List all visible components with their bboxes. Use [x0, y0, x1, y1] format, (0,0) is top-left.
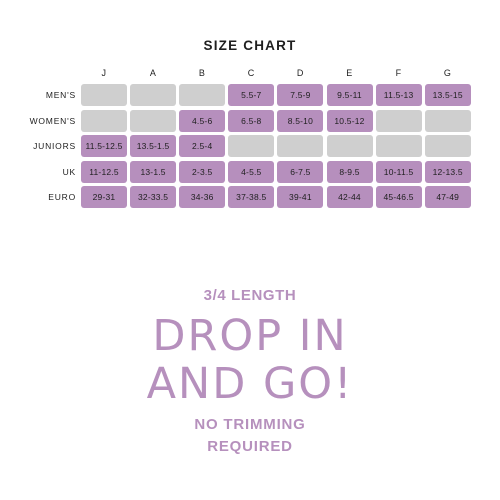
- empty-size-cell: [130, 109, 177, 132]
- size-cell: 8-9.5: [326, 160, 373, 183]
- size-cell: 45-46.5: [375, 186, 422, 208]
- size-row: JUNIORS 11.5-12.5 13.5-1.5 2.5-4: [0, 135, 500, 157]
- size-cell: 13-1.5: [130, 160, 177, 183]
- column-header: J: [101, 68, 107, 78]
- size-cell: 8.5-10: [277, 109, 324, 132]
- size-row: MEN'S 5.5-7 7.5-9 9.5-11 11.5-13 13.5-15: [0, 84, 500, 106]
- size-cell: 11.5-13: [375, 84, 422, 106]
- row-label: WOMEN'S: [29, 115, 76, 126]
- size-cell: 10.5-12: [326, 109, 373, 132]
- size-cell: 2-3.5: [179, 160, 226, 183]
- size-cell: 10-11.5: [375, 160, 422, 183]
- length-label: 3/4 LENGTH: [203, 287, 297, 304]
- size-row: UK 11-12.5 13-1.5 2-3.5 4-5.5 6-7.5 8-9.5 10-11…: [0, 160, 500, 183]
- subtext-line-1: NO TRIMMING: [194, 416, 306, 433]
- size-cell: 4.5-6: [179, 109, 226, 132]
- size-cell: 12-13.5: [424, 160, 471, 183]
- size-cell: 2.5-4: [179, 135, 226, 157]
- column-header: G: [443, 68, 452, 78]
- empty-size-cell: [375, 135, 422, 157]
- size-cell: 5.5-7: [228, 84, 275, 106]
- size-cell: 11.5-12.5: [81, 135, 127, 157]
- column-header: C: [247, 68, 255, 78]
- column-header: E: [346, 68, 353, 78]
- column-header: D: [296, 68, 304, 78]
- column-header: F: [395, 68, 402, 78]
- empty-size-cell: [81, 109, 127, 132]
- row-label: MEN'S: [45, 90, 76, 100]
- size-row: WOMEN'S 4.5-6 6.5-8 8.5-10 10.5-12: [0, 109, 500, 132]
- row-label: EURO: [48, 192, 76, 202]
- size-cell: 4-5.5: [228, 160, 275, 183]
- size-cell: 11-12.5: [81, 160, 127, 183]
- size-cell: 37-38.5: [228, 186, 275, 208]
- size-cell: 34-36: [179, 186, 226, 208]
- empty-size-cell: [130, 84, 177, 106]
- row-label: JUNIORS: [33, 141, 76, 151]
- size-cell: 42-44: [326, 186, 373, 208]
- headline-line-2: AND GO!: [146, 359, 354, 409]
- headline-line-1: DROP IN: [152, 311, 348, 361]
- empty-size-cell: [228, 135, 275, 157]
- empty-size-cell: [277, 135, 324, 157]
- size-cell: 6.5-8: [228, 109, 275, 132]
- empty-size-cell: [179, 84, 226, 106]
- size-cell: 13.5-15: [424, 84, 471, 106]
- empty-size-cell: [424, 135, 471, 157]
- size-cell: 7.5-9: [277, 84, 324, 106]
- subtext-line-2: REQUIRED: [207, 438, 293, 455]
- empty-size-cell: [375, 109, 422, 132]
- size-cell: 6-7.5: [277, 160, 324, 183]
- size-cell: 29-31: [81, 186, 127, 208]
- size-cell: 9.5-11: [326, 84, 373, 106]
- size-chart-title: SIZE CHART: [203, 38, 297, 53]
- row-label: UK: [62, 166, 76, 177]
- column-header: A: [149, 68, 157, 78]
- empty-size-cell: [81, 84, 127, 106]
- size-cell: 32-33.5: [130, 186, 177, 208]
- size-row: EURO 29-31 32-33.5 34-36 37-38.5 39-41 42-44 45…: [0, 186, 500, 208]
- column-header: B: [198, 68, 206, 78]
- empty-size-cell: [424, 109, 471, 132]
- empty-size-cell: [326, 135, 373, 157]
- size-cell: 39-41: [277, 186, 324, 208]
- size-cell: 47-49: [424, 186, 471, 208]
- size-cell: 13.5-1.5: [130, 135, 177, 157]
